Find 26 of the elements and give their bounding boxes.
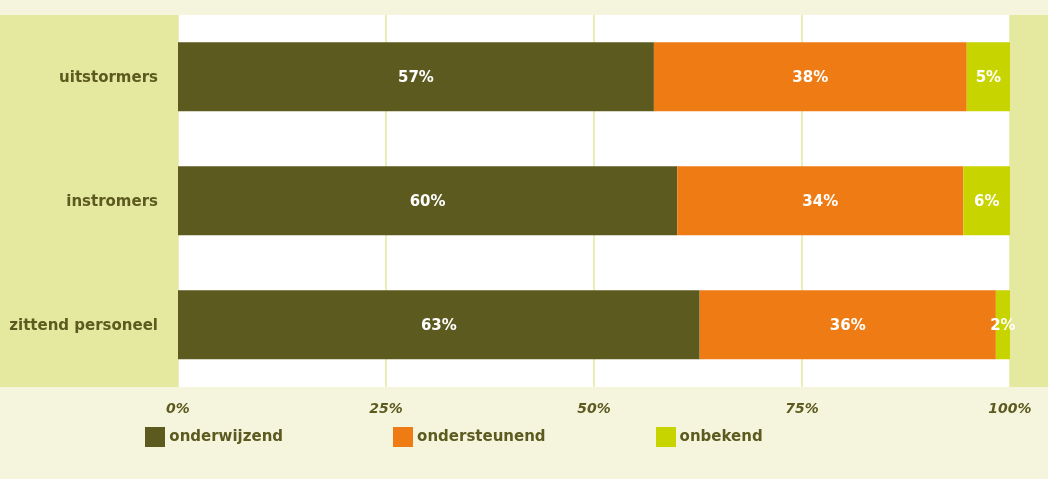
data-label: 5%: [975, 67, 1002, 86]
legend-label: onbekend: [679, 427, 763, 445]
x-tick-label: 75%: [785, 399, 819, 416]
data-label: 63%: [420, 315, 457, 334]
data-label: 60%: [409, 191, 446, 210]
x-tick-label: 50%: [577, 399, 611, 416]
bar: [963, 166, 1010, 236]
y-tick-label: instromers: [66, 192, 159, 211]
y-tick-label: uitstormers: [59, 68, 159, 87]
legend-label: onderwijzend: [169, 427, 284, 445]
x-tick-label: 25%: [369, 399, 403, 416]
bar: [966, 42, 1010, 112]
x-tick-label: 100%: [988, 399, 1032, 416]
data-label: 34%: [802, 191, 839, 210]
data-label: 36%: [829, 315, 866, 334]
bar: [178, 290, 700, 360]
bar: [677, 166, 964, 236]
legend-label: ondersteunend: [417, 427, 546, 445]
data-label: 57%: [398, 67, 434, 86]
data-label: 6%: [973, 191, 1000, 210]
bar: [178, 42, 654, 112]
data-label: 38%: [792, 67, 829, 86]
x-tick-label: 0%: [166, 399, 190, 416]
bar: [178, 166, 678, 236]
bar: [653, 42, 967, 112]
y-tick-label: zittend personeel: [9, 316, 158, 335]
